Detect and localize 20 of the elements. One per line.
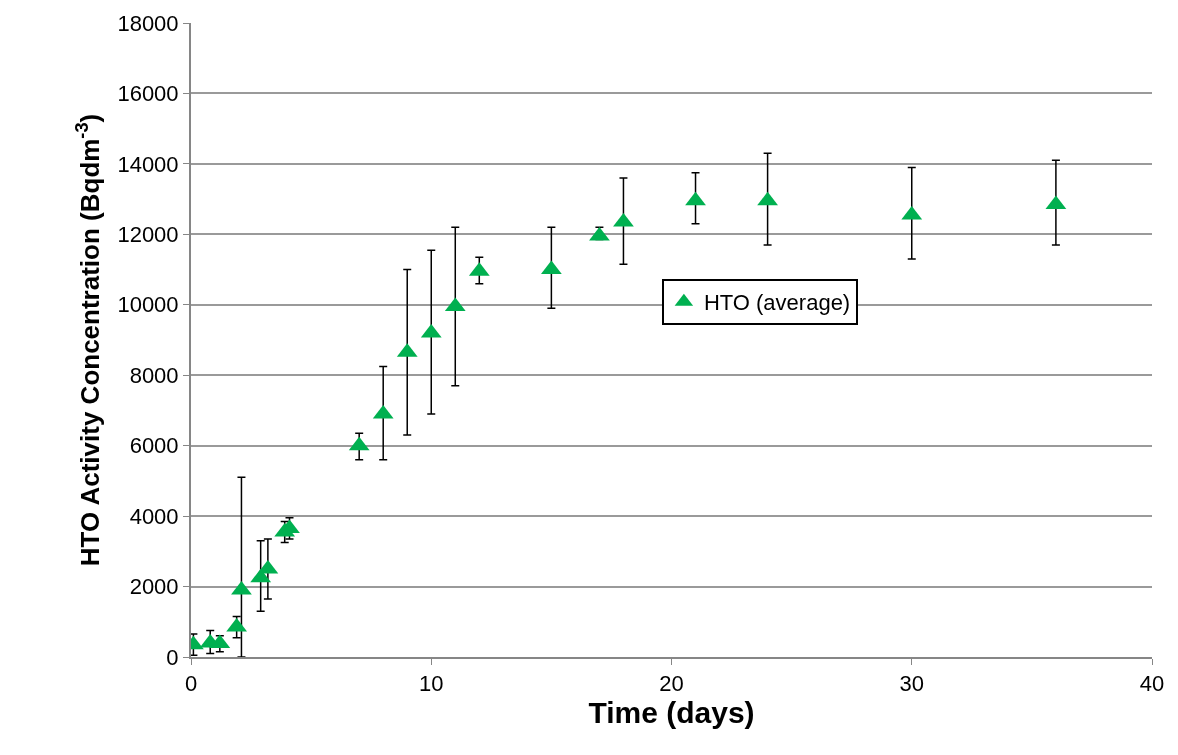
- y-tick-label: 18000: [117, 10, 179, 36]
- point: [685, 191, 706, 206]
- x-tick-label: 40: [1139, 671, 1165, 697]
- point: [589, 226, 610, 241]
- y-tick-label: 12000: [117, 222, 179, 248]
- y-tick-label: 10000: [117, 292, 179, 318]
- y-tick-label: 14000: [117, 151, 179, 177]
- y-tick-label: 2000: [129, 574, 179, 600]
- x-tick-label: 30: [899, 671, 924, 697]
- x-axis-title: Time (days): [588, 696, 755, 730]
- y-tick-label: 4000: [129, 503, 179, 529]
- x-tick-label: 20: [659, 671, 684, 697]
- y-tick-label: 16000: [117, 81, 179, 107]
- x-tick-label: 0: [184, 671, 198, 697]
- y-tick-label: 6000: [129, 433, 179, 459]
- y-tick-label: 0: [166, 644, 179, 670]
- y-tick-label: 8000: [129, 362, 179, 388]
- x-tick-label: 10: [419, 671, 444, 697]
- point: [757, 191, 778, 206]
- legend-label: HTO (average): [703, 290, 851, 316]
